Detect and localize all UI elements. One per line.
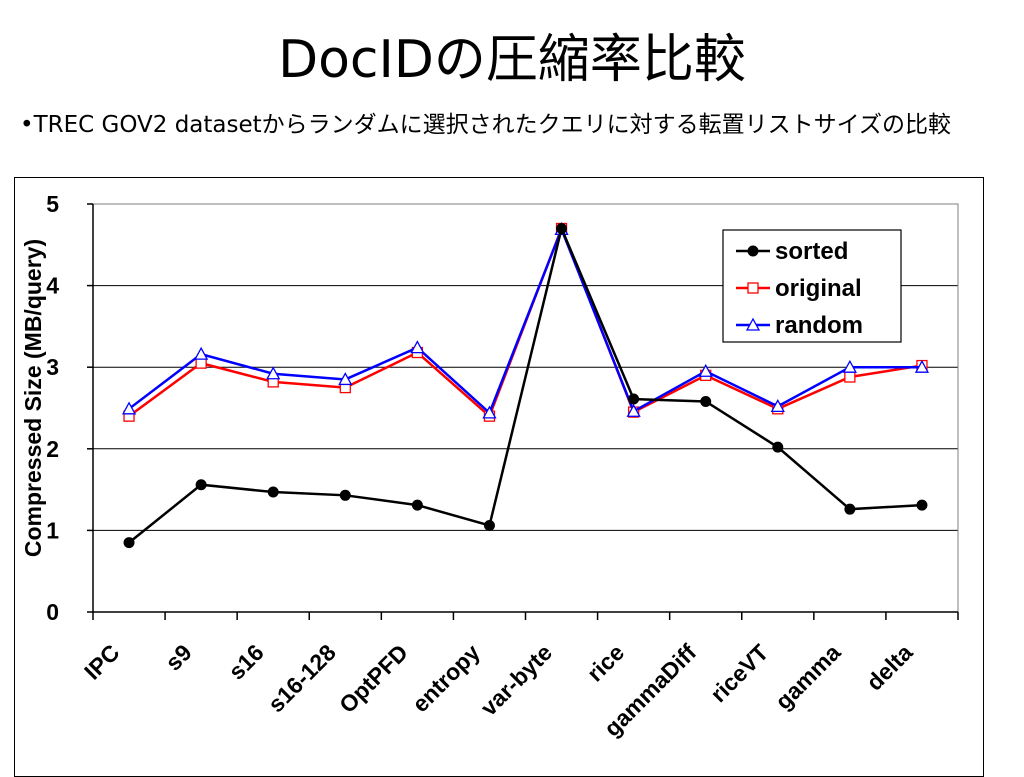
series-lines (121, 221, 930, 549)
data-point (626, 403, 641, 417)
x-tick-label: OptPFD (334, 639, 413, 718)
y-axis: 0 1 2 3 4 5 (46, 191, 94, 625)
slide-title: DocIDの圧縮率比較 (278, 30, 746, 90)
y-tick-label: 4 (46, 273, 59, 299)
data-point (700, 395, 712, 407)
y-tick-label: 1 (46, 517, 59, 543)
y-tick-label: 2 (46, 436, 59, 462)
legend-item-random: random (736, 312, 863, 339)
y-axis-label: Compressed Size (MB/query) (20, 239, 46, 557)
series-line (128, 225, 922, 416)
x-tick-label: var-byte (475, 639, 557, 721)
data-point (483, 520, 495, 532)
data-point (772, 441, 784, 453)
data-point (745, 317, 761, 331)
data-point (842, 359, 857, 373)
data-point (844, 371, 856, 383)
data-point (411, 499, 423, 511)
data-point (914, 359, 930, 373)
x-tick-label: s16-128 (263, 639, 341, 717)
data-point (747, 282, 759, 294)
chart-frame: 0 1 2 3 4 5 IPC s9 s16 s16-128 OptPFD entropy var-b… (14, 177, 984, 777)
x-tick-label: s16 (223, 639, 269, 685)
x-tick-label: rice (582, 639, 629, 686)
y-tick-label: 5 (46, 191, 59, 217)
x-tick-label: entropy (407, 639, 485, 717)
legend-item-sorted: sorted (736, 238, 848, 265)
x-tick-label: s9 (160, 639, 196, 675)
x-tick-label: delta (861, 639, 917, 695)
data-point (770, 399, 785, 413)
data-point (123, 537, 135, 549)
data-point (747, 245, 759, 257)
data-point (267, 486, 279, 498)
data-point (628, 393, 640, 405)
legend-label: random (775, 312, 863, 339)
data-point (698, 363, 713, 377)
data-point (194, 346, 209, 360)
data-point (410, 340, 425, 354)
x-tick-label: riceVT (705, 639, 773, 707)
legend-label: sorted (775, 238, 848, 265)
data-point (338, 372, 353, 386)
legend-item-original: original (736, 275, 862, 302)
data-point (266, 366, 281, 380)
data-point (844, 503, 856, 515)
data-point (916, 499, 928, 511)
series-sorted (123, 222, 928, 549)
slide-bullet: •TREC GOV2 datasetからランダムに選択されたクエリに対する転置リ… (20, 112, 951, 138)
data-point (195, 479, 207, 491)
line-chart: 0 1 2 3 4 5 IPC s9 s16s16-128OptPFDentropyvar-b… (20, 191, 959, 742)
data-point (121, 401, 137, 415)
legend: sorted original random (722, 229, 902, 343)
data-point (482, 405, 497, 419)
y-tick-label: 3 (46, 354, 59, 380)
x-tick-label: gamma (770, 639, 845, 714)
x-tick-label: IPC (79, 639, 124, 684)
y-tick-label: 0 (46, 599, 59, 625)
series-line (128, 224, 923, 544)
legend-label: original (775, 275, 862, 302)
data-point (339, 489, 351, 501)
data-point (556, 222, 568, 234)
